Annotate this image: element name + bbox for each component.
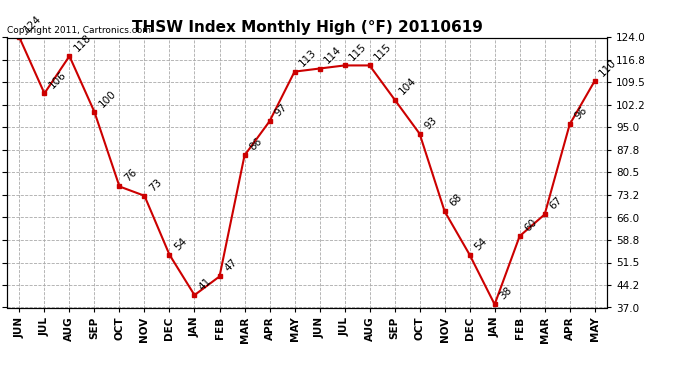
- Text: 114: 114: [322, 45, 344, 66]
- Text: 38: 38: [497, 285, 514, 302]
- Text: 113: 113: [297, 48, 319, 69]
- Text: 104: 104: [397, 76, 418, 97]
- Text: 93: 93: [422, 114, 439, 131]
- Text: 115: 115: [347, 42, 368, 63]
- Text: Copyright 2011, Cartronics.com: Copyright 2011, Cartronics.com: [7, 26, 151, 35]
- Text: 97: 97: [273, 102, 288, 118]
- Text: 41: 41: [197, 276, 214, 292]
- Text: 54: 54: [473, 236, 489, 252]
- Text: 110: 110: [598, 57, 618, 78]
- Text: 118: 118: [72, 32, 93, 53]
- Text: 96: 96: [573, 105, 589, 122]
- Text: 54: 54: [172, 236, 188, 252]
- Text: 68: 68: [447, 192, 464, 208]
- Text: 115: 115: [373, 42, 393, 63]
- Text: 106: 106: [47, 69, 68, 91]
- Text: 100: 100: [97, 88, 118, 109]
- Title: THSW Index Monthly High (°F) 20110619: THSW Index Monthly High (°F) 20110619: [132, 20, 482, 35]
- Text: 76: 76: [122, 167, 139, 184]
- Text: 60: 60: [522, 217, 539, 233]
- Text: 67: 67: [547, 195, 564, 211]
- Text: 124: 124: [22, 13, 43, 35]
- Text: 86: 86: [247, 136, 264, 153]
- Text: 73: 73: [147, 177, 164, 193]
- Text: 47: 47: [222, 257, 239, 274]
